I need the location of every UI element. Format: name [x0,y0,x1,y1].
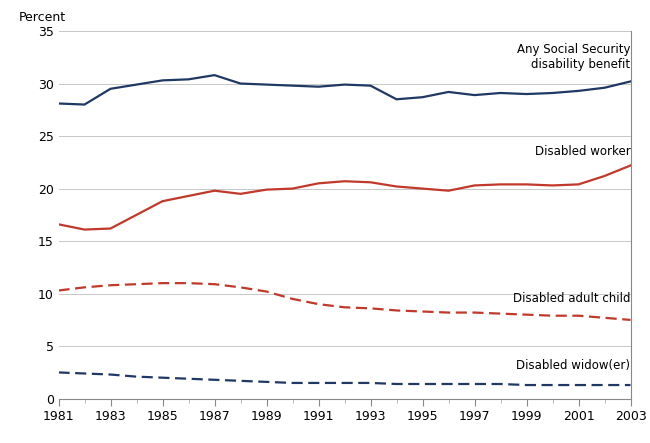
Text: Disabled widow(er): Disabled widow(er) [517,358,630,372]
Text: Disabled adult child: Disabled adult child [513,292,630,305]
Text: Disabled worker: Disabled worker [535,145,630,158]
Text: Any Social Security
disability benefit: Any Social Security disability benefit [517,43,630,71]
Text: Percent: Percent [18,11,66,23]
